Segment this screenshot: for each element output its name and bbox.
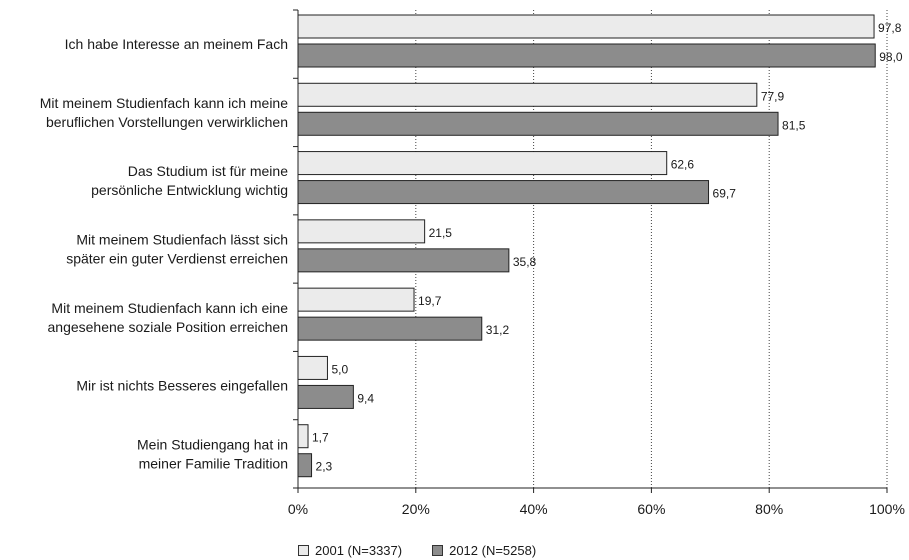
value-label: 81,5 [782, 118, 806, 132]
x-tick-label: 0% [288, 501, 308, 517]
legend-swatch-2001 [298, 544, 309, 556]
bar-2012 [297, 453, 313, 478]
category-label: angesehene soziale Position erreichen [48, 319, 289, 335]
category-label: später ein guter Verdienst erreichen [66, 251, 288, 267]
value-label: 97,8 [878, 21, 902, 35]
bar-2001 [297, 219, 426, 244]
value-label: 21,5 [429, 226, 453, 240]
value-label: 35,8 [513, 255, 537, 269]
bar-2012 [297, 384, 354, 409]
value-label: 5,0 [331, 362, 348, 376]
value-label: 69,7 [713, 187, 737, 201]
legend: 2001 (N=3337) 2012 (N=5258) [298, 541, 566, 559]
category-label: meiner Familie Tradition [139, 455, 288, 471]
category-labels: Ich habe Interesse an meinem Fach Mit mei… [40, 36, 288, 471]
category-label: beruflichen Vorstellungen verwirklichen [46, 114, 288, 130]
bar-2001 [297, 151, 668, 176]
category-label: persönliche Entwicklung wichtig [91, 182, 288, 198]
category-label: Das Studium ist für meine [128, 163, 288, 179]
value-label: 98,0 [879, 50, 903, 64]
category-label: Ich habe Interesse an meinem Fach [65, 36, 288, 52]
value-label: 9,4 [357, 391, 374, 405]
category-label: Mit meinem Studienfach kann ich meine [40, 95, 288, 111]
bar-2001 [297, 355, 328, 380]
value-label: 19,7 [418, 294, 442, 308]
axes: 0% 20% 40% 60% 80% 100% [288, 9, 905, 517]
bar-chart: Ich habe Interesse an meinem Fach Mit mei… [40, 9, 905, 517]
bar-2001 [297, 82, 758, 107]
value-label: 77,9 [761, 89, 785, 103]
x-tick-label: 40% [520, 501, 548, 517]
bar-2012 [297, 248, 510, 273]
category-label: Mein Studiengang hat in [137, 436, 288, 452]
value-label: 2,3 [316, 460, 333, 474]
legend-label-2001: 2001 (N=3337) [315, 542, 403, 558]
category-label: Mit meinem Studienfach lässt sich [76, 232, 288, 248]
x-tick-label: 100% [869, 501, 905, 517]
x-tick-label: 60% [637, 501, 665, 517]
bar-2012 [297, 111, 779, 136]
value-label: 1,7 [312, 431, 329, 445]
bar-2001 [297, 287, 415, 312]
x-tick-label: 80% [755, 501, 783, 517]
bar-2012 [297, 316, 483, 341]
bar-2001 [297, 14, 875, 39]
bar-2012 [297, 43, 876, 68]
legend-swatch-2012 [432, 544, 444, 556]
legend-item-2001: 2001 (N=3337) [298, 543, 402, 558]
bars: 97,8 98,0 77,9 81,5 62,6 69,7 21,5 35,8 19,7 31,2… [297, 14, 903, 478]
bar-2001 [297, 424, 309, 449]
value-label: 62,6 [671, 158, 695, 172]
category-label: Mit meinem Studienfach kann ich eine [51, 300, 288, 316]
bar-2012 [297, 180, 710, 205]
legend-item-2012: 2012 (N=5258) [432, 543, 536, 558]
category-label: Mir ist nichts Besseres eingefallen [76, 378, 288, 394]
legend-label-2012: 2012 (N=5258) [449, 542, 537, 558]
x-tick-label: 20% [402, 501, 430, 517]
value-label: 31,2 [486, 323, 510, 337]
